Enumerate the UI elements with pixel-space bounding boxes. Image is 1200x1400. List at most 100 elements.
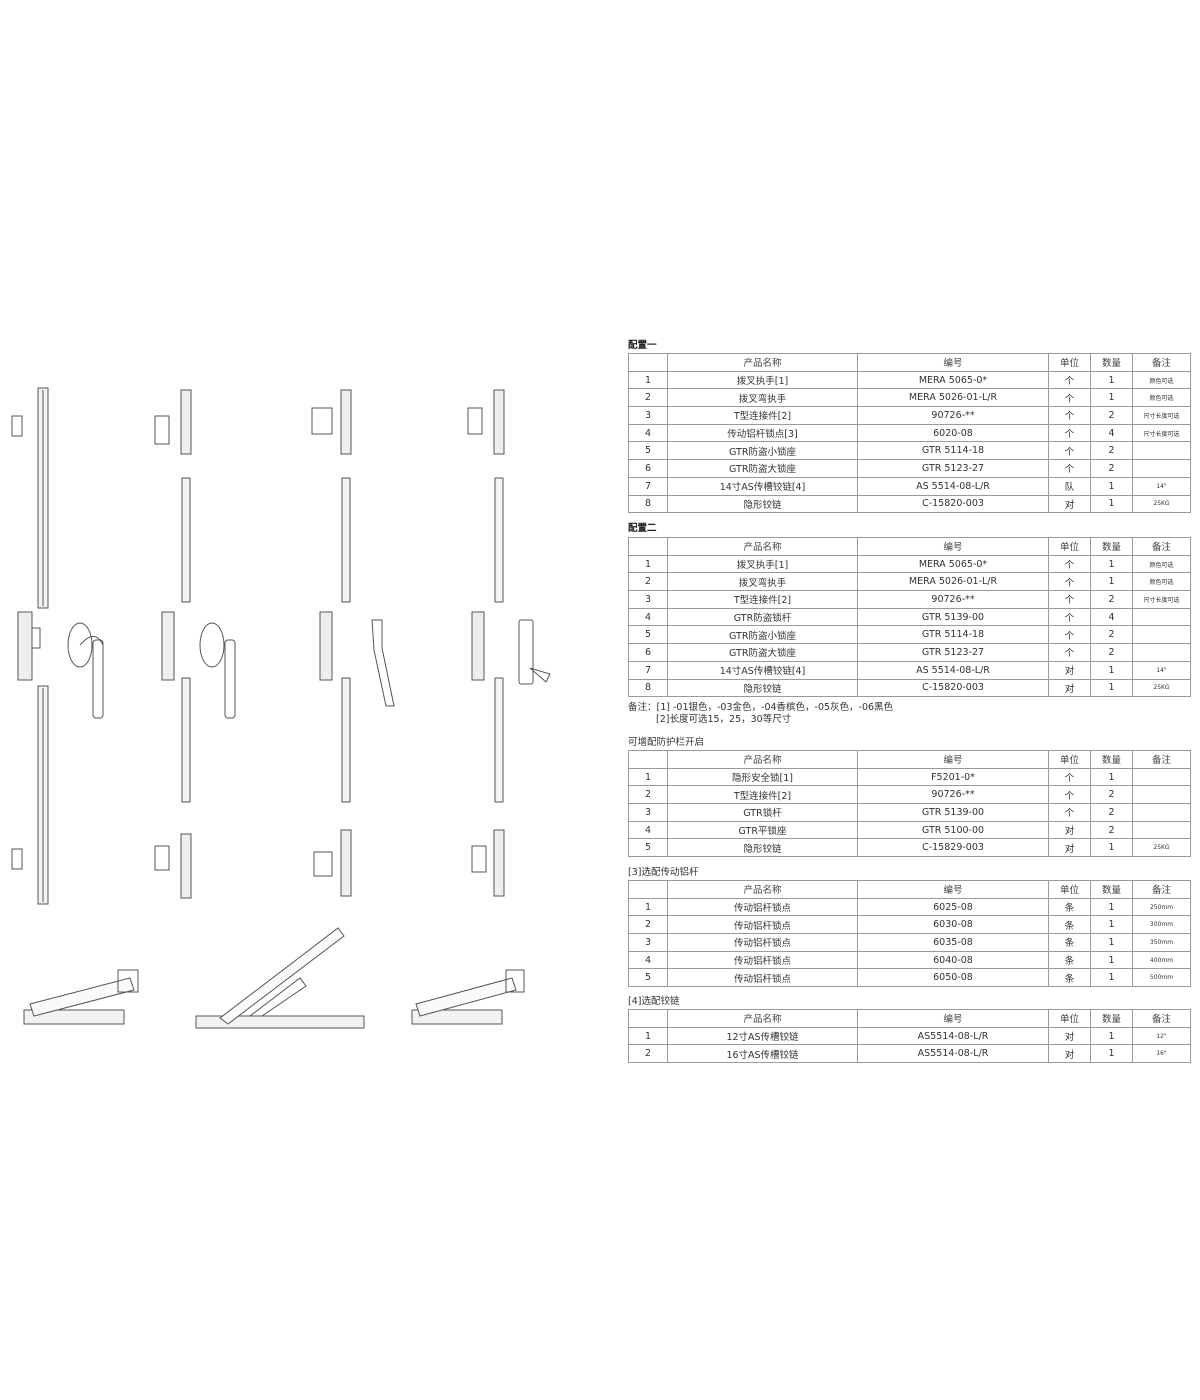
- lock-rod-drawing-2: [154, 389, 236, 899]
- table-row: 4 GTR防盗锁杆 GTR 5139-00 个 4: [628, 607, 1191, 627]
- table-header-row: 产品名称 编号 单位 数量 备注: [628, 1009, 1191, 1028]
- section-title: 配置一: [628, 340, 657, 351]
- table-row: 5 传动铝杆锁点 6050-08 条 1 500mm: [628, 968, 1191, 988]
- quantity: 1: [1090, 933, 1133, 952]
- column-header: 编号: [857, 750, 1049, 769]
- product-name: 14寸AS传槽铰链[4]: [667, 476, 858, 496]
- column-header: 单位: [1048, 537, 1091, 556]
- table-row: 4 GTR平锁座 GTR 5100-00 对 2: [628, 820, 1191, 840]
- quantity: 1: [1090, 494, 1133, 514]
- column-header: 产品名称: [667, 1009, 858, 1028]
- quantity: 2: [1090, 785, 1133, 805]
- product-code: 6050-08: [857, 968, 1049, 988]
- drive-rod-drawing-1: [17, 387, 49, 905]
- product-code: AS 5514-08-L/R: [857, 476, 1049, 496]
- product-name: 隐形铰链: [667, 678, 858, 698]
- remark: 25KG: [1132, 838, 1191, 858]
- product-name: 拨叉弯执手: [667, 572, 858, 592]
- unit: 个: [1048, 423, 1091, 443]
- row-number: 4: [628, 423, 668, 443]
- unit: 对: [1048, 1026, 1091, 1046]
- quantity: 4: [1090, 423, 1133, 443]
- quantity: 2: [1090, 643, 1133, 662]
- column-header: [628, 750, 668, 769]
- column-header: 产品名称: [667, 353, 858, 372]
- column-header: 备注: [1132, 1009, 1191, 1028]
- row-number: 1: [628, 554, 668, 574]
- unit: 队: [1048, 476, 1091, 496]
- product-name: 隐形铰链: [667, 494, 858, 514]
- quantity: 1: [1090, 370, 1133, 390]
- unit: 个: [1048, 554, 1091, 574]
- unit: 个: [1048, 572, 1091, 592]
- table-row: 4 传动铝杆锁点 6040-08 条 1 400mm: [628, 950, 1191, 970]
- product-name: GTR防盗锁杆: [667, 607, 858, 627]
- remark: [1132, 820, 1191, 840]
- row-number: 2: [628, 388, 668, 408]
- table-row: 1 传动铝杆锁点 6025-08 条 1 250mm: [628, 897, 1191, 917]
- quantity: 1: [1090, 554, 1133, 574]
- column-header: 单位: [1048, 353, 1091, 372]
- column-header: [628, 1009, 668, 1028]
- product-code: AS5514-08-L/R: [857, 1026, 1049, 1046]
- remark: [1132, 785, 1191, 805]
- product-name: 16寸AS传槽铰链: [667, 1044, 858, 1064]
- unit: 对: [1048, 660, 1091, 680]
- product-name: T型连接件[2]: [667, 590, 858, 609]
- spec-table: 产品名称 编号 单位 数量 备注 1 隐形安全锁[1] F5201-0* 个 1 2 T型连接件[2]…: [628, 750, 1191, 858]
- spec-table: 产品名称 编号 单位 数量 备注 1 拨叉执手[1] MERA 5065-0* 个 1 颜色可选 2 拨…: [628, 353, 1191, 514]
- quantity: 1: [1090, 1026, 1133, 1046]
- product-name: 传动铝杆锁点: [667, 968, 858, 988]
- product-code: 90726-**: [857, 406, 1049, 425]
- quantity: 2: [1090, 625, 1133, 645]
- column-header: 产品名称: [667, 537, 858, 556]
- product-code: AS 5514-08-L/R: [857, 660, 1049, 680]
- unit: 对: [1048, 678, 1091, 698]
- product-code: GTR 5123-27: [857, 643, 1049, 662]
- unit: 个: [1048, 590, 1091, 609]
- remark: [1132, 803, 1191, 822]
- product-code: 6030-08: [857, 915, 1049, 935]
- product-code: GTR 5100-00: [857, 820, 1049, 840]
- unit: 条: [1048, 915, 1091, 935]
- row-number: 5: [628, 968, 668, 988]
- column-header: 数量: [1090, 353, 1133, 372]
- product-name: GTR防盗小锁座: [667, 625, 858, 645]
- table-row: 7 14寸AS传槽铰链[4] AS 5514-08-L/R 对 1 14": [628, 660, 1191, 680]
- product-code: AS5514-08-L/R: [857, 1044, 1049, 1064]
- table-row: 7 14寸AS传槽铰链[4] AS 5514-08-L/R 队 1 14": [628, 476, 1191, 496]
- row-number: 7: [628, 476, 668, 496]
- remark: 尺寸长度可选: [1132, 423, 1191, 443]
- column-header: 编号: [857, 1009, 1049, 1028]
- lock-rod-drawing-3: [311, 389, 395, 897]
- table-row: 2 传动铝杆锁点 6030-08 条 1 300mm: [628, 915, 1191, 935]
- row-number: 5: [628, 838, 668, 858]
- column-header: 数量: [1090, 750, 1133, 769]
- table-row: 5 隐形铰链 C-15829-003 对 1 25KG: [628, 838, 1191, 858]
- table-header-row: 产品名称 编号 单位 数量 备注: [628, 537, 1191, 556]
- column-header: 产品名称: [667, 750, 858, 769]
- unit: 对: [1048, 838, 1091, 858]
- unit: 个: [1048, 625, 1091, 645]
- row-number: 6: [628, 643, 668, 662]
- product-code: MERA 5026-01-L/R: [857, 572, 1049, 592]
- remark: [1132, 625, 1191, 645]
- spec-table: 产品名称 编号 单位 数量 备注 1 传动铝杆锁点 6025-08 条 1 250mm 2 传动铝杆锁点…: [628, 880, 1191, 988]
- row-number: 2: [628, 572, 668, 592]
- product-code: MERA 5065-0*: [857, 554, 1049, 574]
- remark: 颜色可选: [1132, 370, 1191, 390]
- row-number: 3: [628, 590, 668, 609]
- product-name: 传动铝杆锁点: [667, 950, 858, 970]
- table-row: 6 GTR防盗大锁座 GTR 5123-27 个 2: [628, 643, 1191, 662]
- remark: 14": [1132, 476, 1191, 496]
- column-header: [628, 880, 668, 899]
- remark: [1132, 459, 1191, 478]
- hinge-drawing-2: [195, 927, 365, 1029]
- product-code: MERA 5026-01-L/R: [857, 388, 1049, 408]
- remark: 颜色可选: [1132, 572, 1191, 592]
- table-row: 2 拨叉弯执手 MERA 5026-01-L/R 个 1 颜色可选: [628, 572, 1191, 592]
- remark: 500mm: [1132, 968, 1191, 988]
- remark: 25KG: [1132, 678, 1191, 698]
- remark: [1132, 607, 1191, 627]
- product-name: GTR平锁座: [667, 820, 858, 840]
